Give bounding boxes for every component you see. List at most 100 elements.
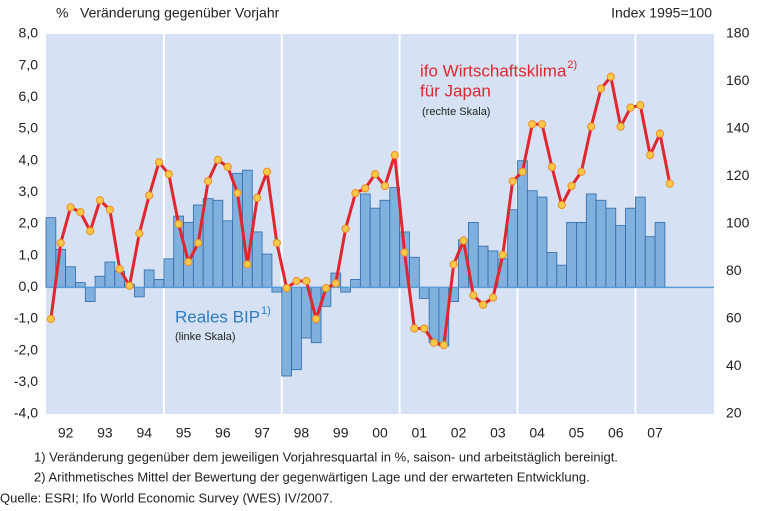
marker <box>528 120 537 129</box>
marker <box>508 177 517 186</box>
marker <box>655 129 665 138</box>
x-tick-label: 99 <box>333 425 349 441</box>
x-tick-label: 98 <box>294 425 310 441</box>
x-tick-label: 94 <box>136 425 152 441</box>
marker <box>154 158 164 167</box>
bar <box>134 286 145 298</box>
marker <box>439 341 448 350</box>
x-tick-label: 06 <box>608 425 624 441</box>
y-unit: % <box>56 5 68 21</box>
marker <box>646 151 655 160</box>
y-tick-label: -4,0 <box>14 405 38 421</box>
marker <box>56 238 65 248</box>
bar <box>251 231 263 288</box>
y2-tick-label: 40 <box>726 357 742 373</box>
marker <box>135 229 144 238</box>
marker <box>479 300 488 309</box>
marker <box>86 227 95 236</box>
x-tick-label: 93 <box>97 425 113 441</box>
x-tick-label: 01 <box>412 425 428 441</box>
x-tick-label: 92 <box>58 425 74 441</box>
marker <box>547 162 557 172</box>
bar <box>65 266 76 288</box>
marker <box>302 276 311 286</box>
footnote: 1) Veränderung gegenüber dem jeweiligen … <box>34 449 618 464</box>
bar <box>585 193 597 288</box>
bar <box>428 286 440 344</box>
marker <box>213 155 223 164</box>
x-tick-label: 07 <box>647 425 663 441</box>
x-tick-label: 03 <box>490 425 506 441</box>
y-tick-label: 0,0 <box>19 278 39 294</box>
marker <box>606 72 615 81</box>
marker <box>429 338 439 347</box>
marker <box>400 248 409 257</box>
y2-tick-label: 20 <box>726 405 742 421</box>
marker <box>76 208 85 217</box>
x-tick-label: 96 <box>215 425 231 441</box>
marker <box>66 203 75 212</box>
marker <box>262 167 272 176</box>
y2-tick-label: 140 <box>726 120 750 136</box>
marker <box>223 162 232 172</box>
y2-tick-label: 60 <box>726 310 742 326</box>
marker <box>282 284 291 293</box>
bar <box>576 222 587 288</box>
y-tick-label: 1,0 <box>19 246 39 262</box>
source: Quelle: ESRI; Ifo World Economic Survey … <box>0 490 333 505</box>
marker <box>380 181 390 191</box>
legend-label: für Japan <box>420 81 491 100</box>
marker <box>331 279 340 288</box>
marker <box>587 122 596 131</box>
y-tick-label: 7,0 <box>19 56 39 72</box>
marker <box>174 219 183 229</box>
bar <box>615 225 626 288</box>
marker <box>420 324 429 333</box>
marker <box>390 151 399 160</box>
bar <box>281 286 292 377</box>
legend-label: Reales BIP <box>175 307 260 326</box>
y2-tick-label: 160 <box>726 72 750 88</box>
y2-tick-label: 180 <box>726 25 750 41</box>
marker <box>351 189 360 198</box>
bar <box>409 256 420 288</box>
bar <box>635 196 646 288</box>
marker <box>665 179 674 188</box>
marker <box>459 236 468 245</box>
marker <box>115 265 124 274</box>
x-tick-label: 02 <box>451 425 467 441</box>
y2-title: Index 1995=100 <box>611 5 712 21</box>
bar <box>261 253 273 288</box>
bar <box>222 220 234 288</box>
bar <box>369 207 381 288</box>
x-tick-label: 00 <box>372 425 388 441</box>
x-tick-label: 97 <box>254 425 270 441</box>
marker <box>449 260 458 269</box>
bar <box>94 275 106 288</box>
marker <box>243 260 252 269</box>
bar <box>644 236 656 288</box>
marker <box>567 181 576 191</box>
marker <box>233 189 242 198</box>
bar <box>45 217 57 288</box>
bar <box>291 286 302 371</box>
marker <box>203 177 213 186</box>
y-tick-label: 5,0 <box>19 120 39 136</box>
bar <box>153 279 165 288</box>
marker <box>164 170 173 179</box>
y-tick-label: 8,0 <box>19 25 39 41</box>
bar <box>595 199 607 288</box>
marker <box>105 205 114 214</box>
y-tick-label: -1,0 <box>14 310 38 326</box>
marker <box>410 324 419 333</box>
y2-tick-label: 100 <box>726 215 750 231</box>
legend-note: 2) <box>567 59 577 71</box>
bar <box>84 286 96 302</box>
y-tick-label: -2,0 <box>14 341 38 357</box>
bar <box>359 193 371 288</box>
marker <box>616 122 625 131</box>
bar <box>517 160 528 288</box>
bar <box>507 209 518 288</box>
bar <box>526 190 538 288</box>
